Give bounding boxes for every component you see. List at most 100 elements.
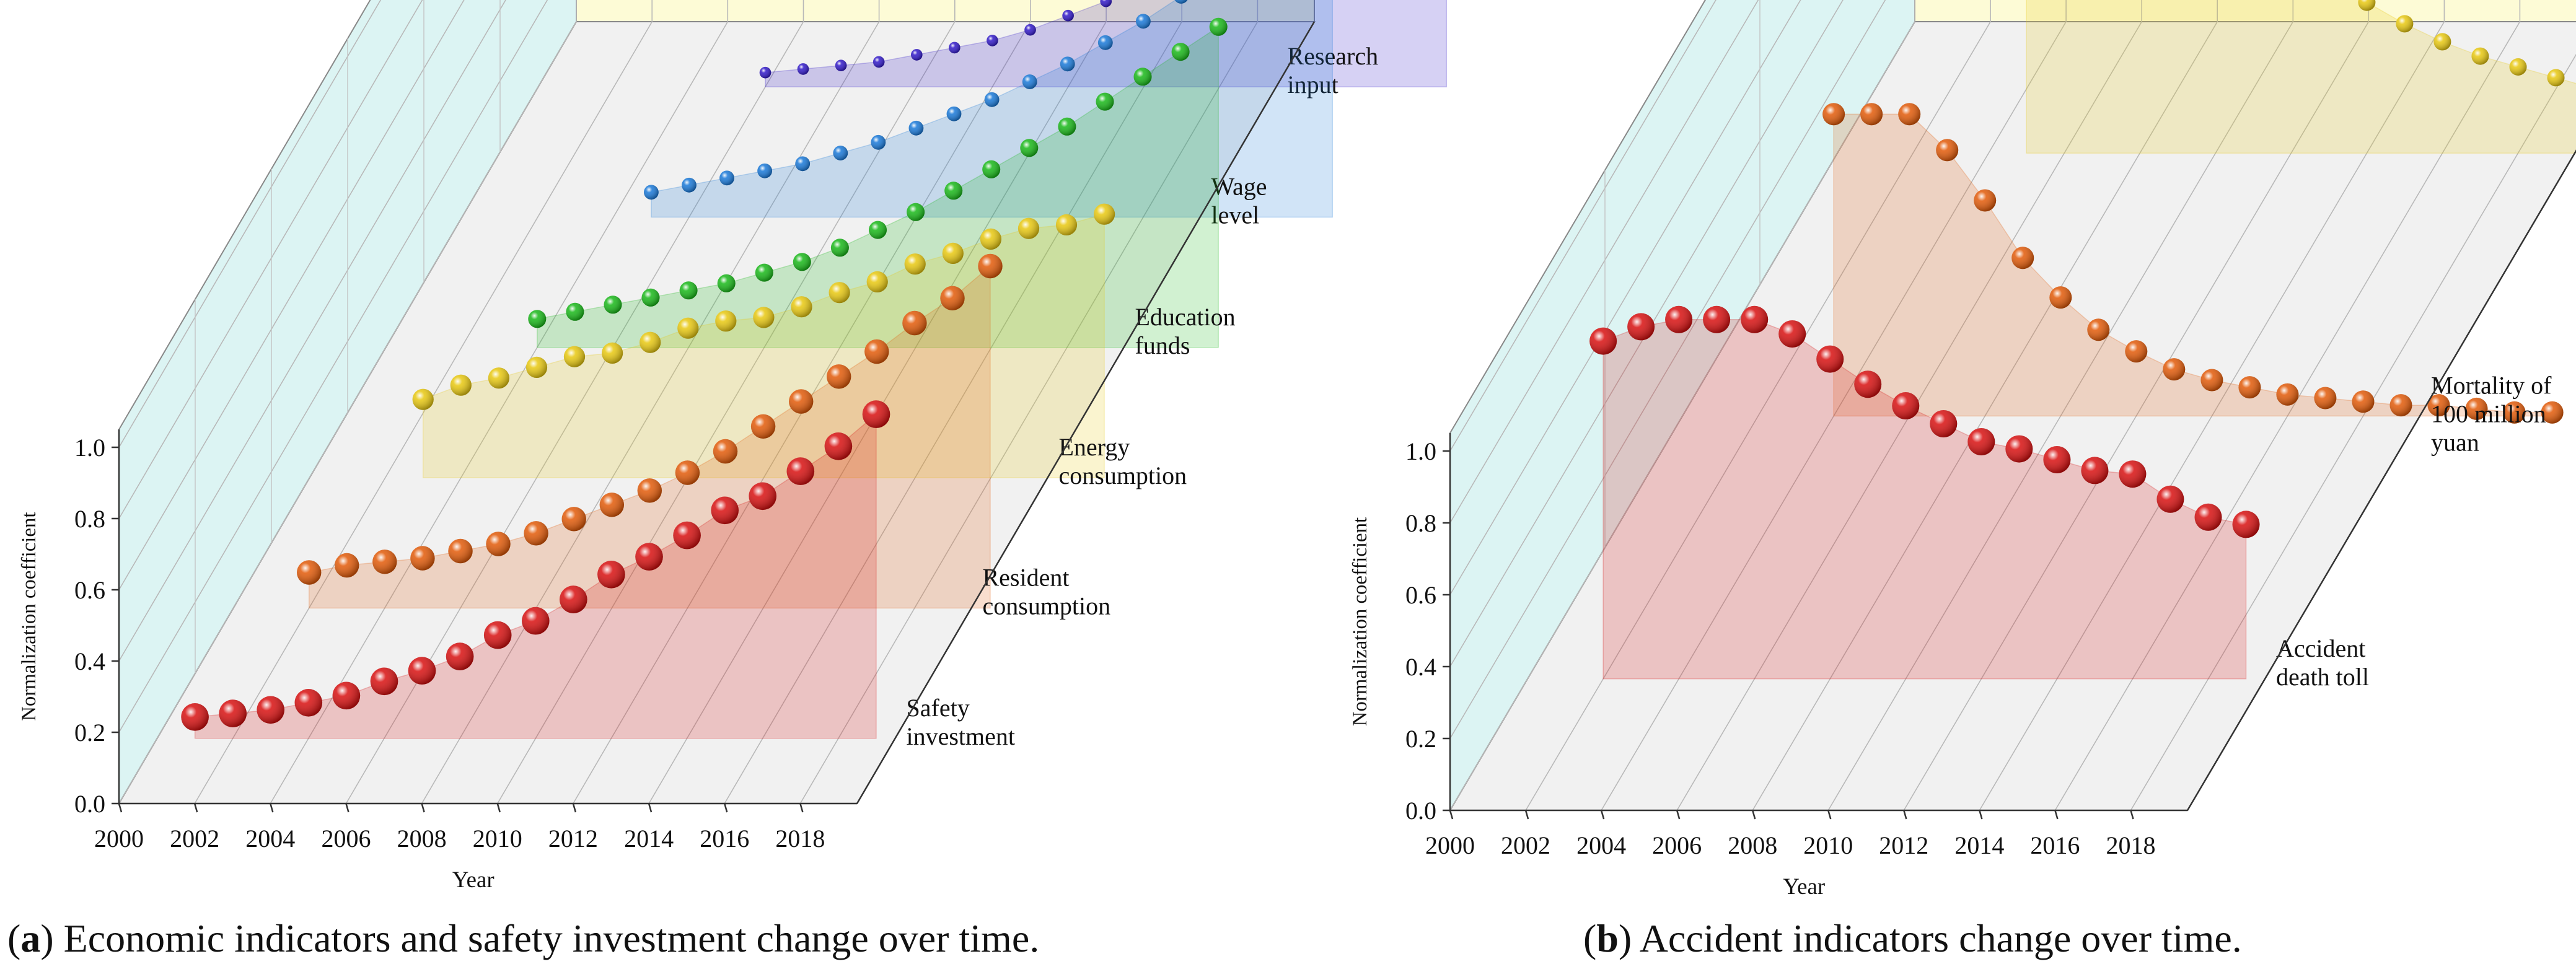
chart-a-data-point-shade [1024, 24, 1036, 36]
chart-a-grid-x [648, 0, 1107, 804]
chart-a-data-point-shade [410, 546, 435, 571]
chart-b-data-point-shade [1930, 410, 1958, 437]
chart-b-data-point-shade [1967, 428, 1995, 455]
chart-b-grid-x [1752, 0, 2218, 811]
caption-b-text: Accident indicators change over time. [1639, 916, 2242, 960]
chart-b-series-0: Accident death toll [1589, 305, 2369, 691]
chart-a-data-point-shade [644, 185, 659, 200]
chart-a-series-area [308, 265, 991, 609]
chart-b-data-point-shade [2276, 383, 2299, 406]
chart-a-x-tick [648, 803, 653, 813]
chart-b-x-tick-label: 2014 [1954, 831, 2004, 859]
chart-a-grid-x [497, 0, 956, 804]
chart-a-grid-x [421, 0, 880, 804]
chart-b-data-point-shade [2465, 397, 2488, 420]
chart-a-data-point-shade [835, 59, 847, 71]
chart-b-data-point-shade [2200, 369, 2223, 392]
chart-b-data-point-shade [2396, 15, 2414, 33]
chart-a-series-label: Research input [1288, 42, 1379, 99]
chart-b-data-point-shade [2043, 446, 2071, 473]
caption-b: (b) Accident indicators change over time… [1583, 916, 2242, 960]
chart-b-data-point-shade [1627, 313, 1655, 341]
chart-b-y-tick-label: 0.4 [1405, 653, 1436, 681]
chart-a-series-4: Wage level [644, 0, 1334, 229]
chart-b-data-point-shade [1589, 327, 1617, 355]
chart-a-data-point-shade [604, 296, 622, 314]
chart-a-data-point-shade [528, 310, 547, 328]
chart-a-series-area [194, 413, 877, 739]
chart-a-data-point-shade [871, 134, 886, 150]
chart-b-data-point-shade [2503, 401, 2526, 424]
chart-a-x-tick-label: 2002 [170, 825, 219, 852]
chart-b-data-point-shade [2081, 457, 2109, 484]
chart-b-data-point-shade [2125, 340, 2148, 363]
chart-a-data-point-shade [525, 356, 548, 379]
chart-a-y-tick-label: 1.0 [74, 434, 105, 462]
chart-b-x-tick [1827, 810, 1832, 820]
chart-b-x-tick-label: 2008 [1728, 831, 1777, 859]
chart-a-data-point-shade [793, 253, 811, 271]
chart-a-economic-indicators: Research input Wage level Education funds Ener… [18, 0, 1448, 892]
chart-b-grid-x [1903, 0, 2370, 811]
chart-a-x-tick [270, 803, 274, 813]
chart-b-x-tick [2130, 810, 2134, 820]
chart-a-data-point-shade [749, 482, 776, 510]
chart-a-y-tick-label: 0.0 [74, 790, 105, 818]
chart-a-data-point-shade [753, 307, 775, 328]
chart-a-data-point-shade [1055, 214, 1078, 235]
chart-b-x-tick-label: 2012 [1879, 831, 1928, 859]
chart-a-data-point-shade [978, 253, 1003, 279]
chart-a-data-point-shade [257, 696, 285, 724]
chart-a-data-point-shade [759, 66, 771, 79]
chart-a-data-point-shade [755, 263, 773, 282]
chart-a-x-tick-label: 2018 [775, 825, 825, 852]
chart-b-data-point-shade [2005, 435, 2033, 463]
chart-a-data-point-shade [1133, 68, 1152, 86]
chart-a-data-point-shade [1174, 0, 1188, 4]
chart-a-data-point-shade [750, 414, 776, 439]
chart-a-x-tick [496, 803, 501, 813]
chart-a-data-point-shade [717, 274, 736, 292]
chart-a-grid-x [270, 0, 729, 804]
chart-a-data-point-shade [1058, 117, 1076, 136]
chart-a-data-point-shade [635, 543, 663, 571]
chart-a-data-point-shade [566, 302, 584, 321]
chart-a-data-point-shade [412, 388, 434, 410]
chart-a-data-point-shade [602, 342, 623, 364]
chart-b-data-point-shade [1741, 305, 1769, 333]
chart-a-data-point-shade [869, 221, 887, 239]
chart-a-series-label: Education funds [1135, 303, 1236, 359]
chart-a-x-tick [572, 803, 577, 813]
chart-b-data-point-shade [2163, 358, 2186, 381]
chart-a-x-tick-label: 2000 [94, 825, 144, 852]
chart-b-y-tick-label: 0.2 [1405, 725, 1436, 753]
chart-b-x-tick-label: 2004 [1576, 831, 1626, 859]
chart-a-data-point-shade [1020, 139, 1039, 157]
chart-a-y-axis-title: Normalization coefficient [18, 512, 40, 721]
chart-b-x-axis-title: Year [1783, 874, 1825, 899]
chart-a-data-point-shade [949, 42, 961, 54]
chart-b-data-point-shade [2547, 69, 2565, 87]
chart-b-grid-x [1601, 0, 2067, 811]
chart-b-data-point-shade [1892, 392, 1920, 419]
chart-a-data-point-shade [677, 317, 699, 339]
chart-a-x-tick-label: 2012 [548, 825, 598, 852]
chart-b-x-tick-label: 2018 [2106, 831, 2155, 859]
chart-b-x-tick [1449, 810, 1454, 820]
chart-a-data-point-shade [907, 203, 925, 221]
chart-b-accident-indicators: Mortalityper 100,000workers Mortality of1… [1349, 0, 2576, 899]
chart-a-series-2: Energy consumption [412, 203, 1187, 489]
chart-b-data-point-shade [2358, 0, 2376, 11]
chart-a-x-tick [724, 803, 728, 813]
chart-a-data-point-shade [561, 507, 586, 532]
chart-b-x-tick-label: 2010 [1803, 831, 1853, 859]
chart-a-data-point-shade [372, 550, 397, 574]
chart-a-x-tick [421, 803, 425, 813]
chart-a-x-tick [193, 803, 198, 813]
chart-a-data-point-shade [294, 689, 323, 717]
chart-a-data-point-shade [1171, 43, 1190, 61]
chart-a-data-point-shade [864, 339, 889, 364]
chart-b-grid-x [1827, 0, 2294, 811]
chart-a-data-point-shade [563, 346, 586, 367]
chart-a-series-label: Safety investment [907, 694, 1016, 750]
